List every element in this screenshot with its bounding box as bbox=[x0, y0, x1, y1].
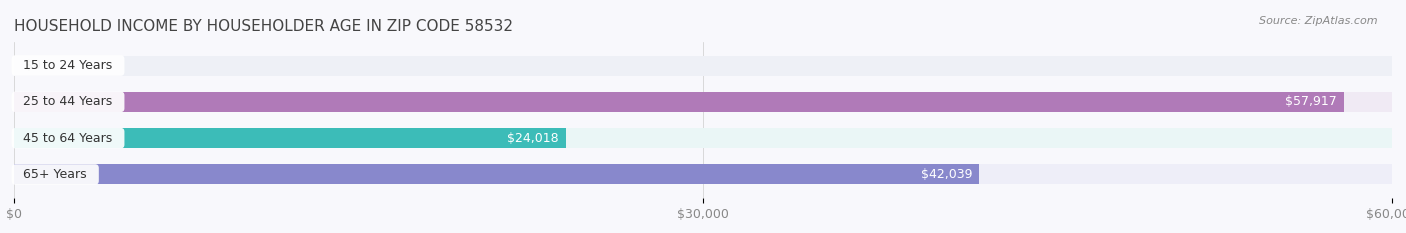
Text: 45 to 64 Years: 45 to 64 Years bbox=[15, 132, 121, 145]
Text: $42,039: $42,039 bbox=[921, 168, 973, 181]
Bar bbox=[14, 164, 1392, 185]
Bar bbox=[14, 164, 980, 185]
Bar bbox=[14, 128, 1392, 148]
Bar bbox=[14, 128, 565, 148]
Text: 25 to 44 Years: 25 to 44 Years bbox=[15, 95, 121, 108]
Text: HOUSEHOLD INCOME BY HOUSEHOLDER AGE IN ZIP CODE 58532: HOUSEHOLD INCOME BY HOUSEHOLDER AGE IN Z… bbox=[14, 19, 513, 34]
Bar bbox=[14, 55, 1392, 75]
Text: 65+ Years: 65+ Years bbox=[15, 168, 96, 181]
Text: Source: ZipAtlas.com: Source: ZipAtlas.com bbox=[1260, 16, 1378, 26]
Text: 15 to 24 Years: 15 to 24 Years bbox=[15, 59, 121, 72]
Text: $0: $0 bbox=[25, 59, 41, 72]
Text: $24,018: $24,018 bbox=[508, 132, 558, 145]
Bar bbox=[14, 92, 1344, 112]
Bar bbox=[14, 92, 1392, 112]
Text: $57,917: $57,917 bbox=[1285, 95, 1337, 108]
